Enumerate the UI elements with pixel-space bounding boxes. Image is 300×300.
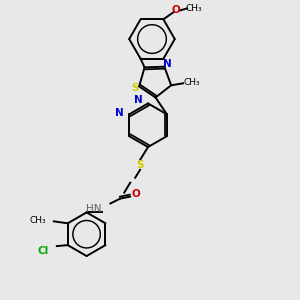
- Text: N: N: [116, 108, 124, 118]
- Text: S: S: [136, 160, 144, 170]
- Text: N: N: [134, 95, 143, 106]
- Text: N: N: [163, 59, 172, 69]
- Text: CH₃: CH₃: [29, 216, 46, 225]
- Text: CH₃: CH₃: [186, 4, 202, 13]
- Text: CH₃: CH₃: [184, 78, 200, 87]
- Text: HN: HN: [86, 204, 101, 214]
- Text: O: O: [172, 5, 181, 15]
- Text: S: S: [131, 83, 139, 93]
- Text: Cl: Cl: [38, 246, 49, 256]
- Text: O: O: [132, 189, 140, 199]
